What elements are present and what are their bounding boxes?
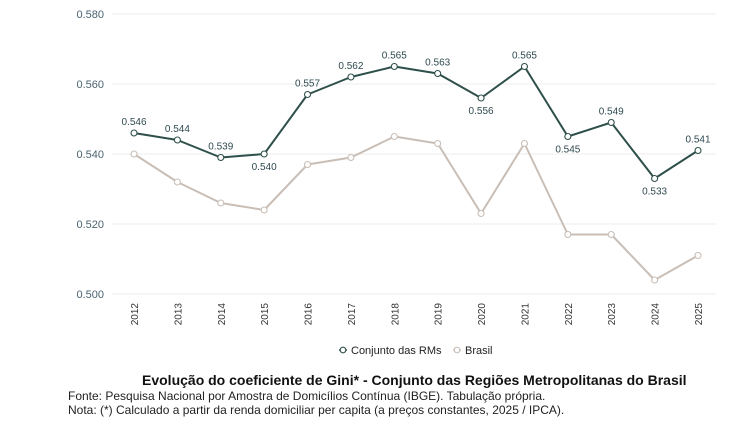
x-tick-label: 2019 [434, 303, 445, 326]
y-tick-label: 0.560 [76, 79, 104, 91]
data-point [303, 90, 312, 99]
x-tick-label: 2013 [173, 303, 184, 326]
data-point [130, 129, 138, 137]
x-tick-label: 2012 [130, 303, 141, 326]
data-point [651, 174, 659, 183]
x-tick-label: 2025 [694, 303, 705, 326]
data-point [347, 153, 355, 162]
x-tick-label: 2018 [390, 303, 401, 326]
data-point [564, 230, 572, 239]
data-label: 0.544 [165, 124, 190, 135]
chart-caption: Evolução do coeficiente de Gini* - Conju… [68, 372, 728, 417]
data-point [694, 251, 702, 260]
data-point [564, 132, 572, 141]
legend-swatch-marker [453, 346, 461, 354]
y-tick-label: 0.520 [76, 219, 104, 231]
data-point [217, 199, 225, 207]
x-tick-label: 2023 [607, 303, 618, 326]
x-tick-label: 2021 [520, 303, 531, 326]
x-tick-label: 2016 [304, 303, 315, 326]
data-point [477, 209, 485, 218]
data-point [347, 73, 355, 81]
data-point [520, 62, 529, 71]
data-point [390, 132, 398, 141]
data-point [390, 62, 398, 71]
data-label: 0.563 [425, 58, 450, 69]
data-point [651, 276, 659, 284]
data-point [303, 160, 312, 169]
data-point [607, 118, 615, 127]
x-tick-label: 2022 [564, 303, 575, 326]
series-line [133, 65, 699, 180]
data-point [477, 94, 485, 102]
data-label: 0.557 [295, 79, 320, 90]
series-line [133, 135, 699, 281]
x-tick-label: 2017 [347, 303, 358, 326]
data-label: 0.539 [208, 142, 233, 153]
caption-source: Fonte: Pesquisa Nacional por Amostra de … [68, 389, 546, 403]
data-label: 0.549 [599, 107, 624, 118]
data-label: 0.540 [252, 162, 277, 173]
data-label: 0.565 [382, 51, 407, 62]
data-label: 0.565 [512, 51, 537, 62]
legend-swatch-marker [339, 346, 347, 354]
data-label: 0.556 [469, 106, 494, 117]
x-tick-label: 2014 [217, 303, 228, 326]
gini-line-chart: 0.580 0.560 0.540 0.520 0.500 2012 2013 2014 201… [76, 9, 716, 357]
data-point [434, 69, 442, 78]
x-tick-label: 2020 [477, 303, 488, 326]
data-point [173, 178, 181, 186]
data-point [260, 206, 268, 214]
y-tick-label: 0.500 [76, 289, 104, 301]
data-label: 0.562 [338, 61, 363, 72]
data-point [173, 136, 181, 144]
legend-label: Brasil [465, 345, 493, 357]
y-tick-label: 0.540 [76, 149, 104, 161]
caption-title: Evolução do coeficiente de Gini* - Conju… [142, 372, 687, 388]
data-point [694, 146, 702, 155]
data-point [607, 230, 615, 239]
data-point [130, 150, 138, 158]
data-point [217, 153, 225, 162]
data-point [434, 139, 442, 148]
data-label: 0.541 [685, 135, 710, 146]
x-tick-label: 2024 [651, 303, 662, 326]
data-label: 0.546 [121, 117, 146, 128]
data-label: 0.545 [555, 145, 580, 156]
caption-note: Nota: (*) Calculado a partir da renda do… [68, 403, 565, 417]
y-tick-label: 0.580 [76, 9, 104, 21]
data-point [520, 139, 529, 148]
legend-label: Conjunto das RMs [351, 345, 442, 357]
data-label: 0.533 [642, 187, 667, 198]
x-tick-label: 2015 [260, 303, 271, 326]
data-point [260, 150, 268, 158]
